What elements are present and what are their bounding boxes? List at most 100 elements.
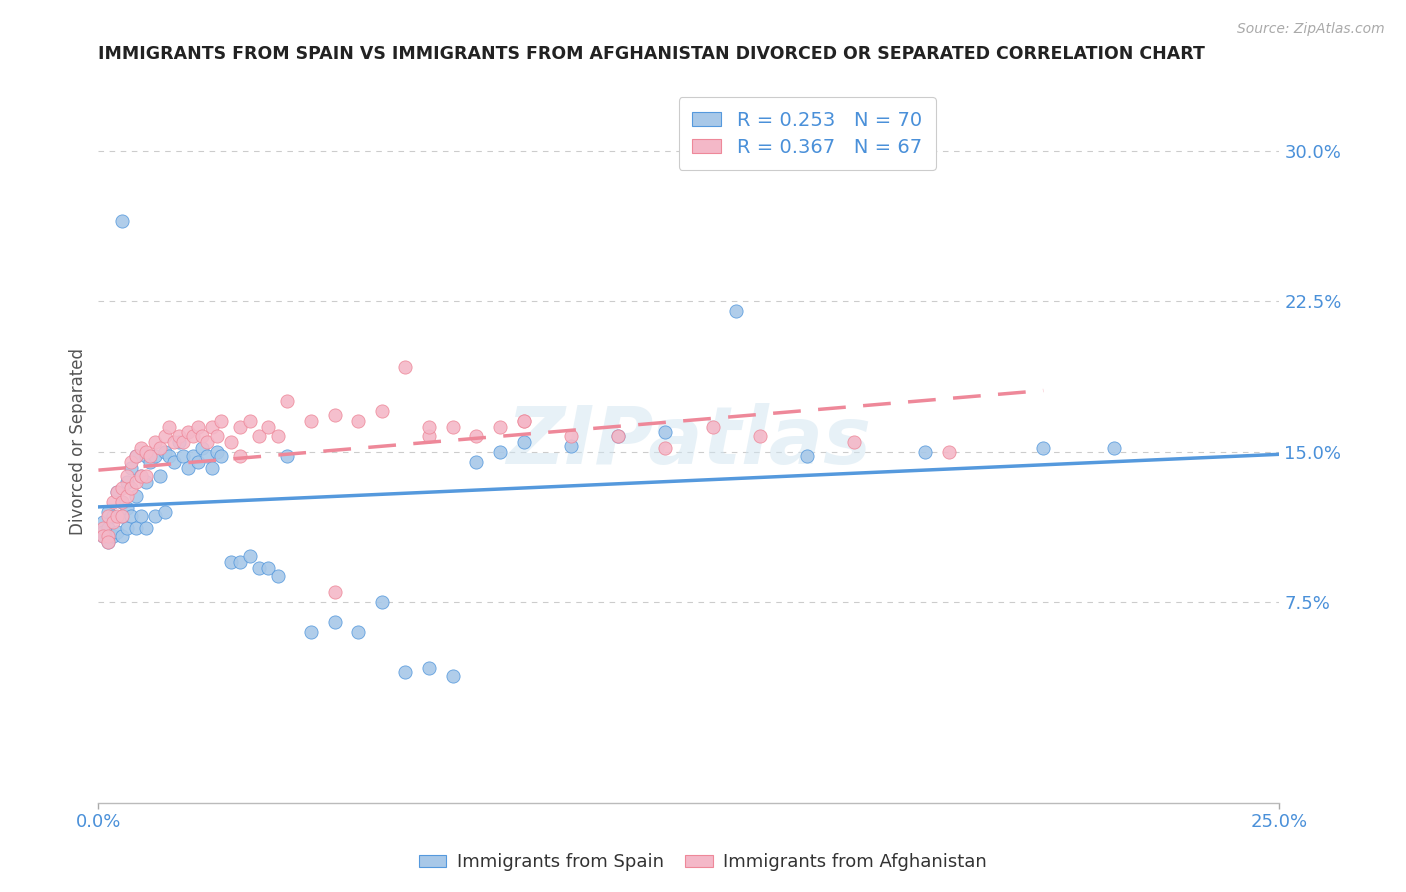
Point <box>91 515 114 529</box>
Point <box>177 460 200 475</box>
Point <box>139 449 162 463</box>
Point <box>129 468 152 483</box>
Point <box>115 500 138 515</box>
Text: ZIPatlas: ZIPatlas <box>506 402 872 481</box>
Point <box>111 529 134 543</box>
Point <box>323 615 346 630</box>
Point <box>143 449 166 463</box>
Point <box>135 468 157 483</box>
Point <box>796 449 818 463</box>
Point <box>157 449 180 463</box>
Point <box>1032 441 1054 455</box>
Point <box>239 414 262 429</box>
Y-axis label: Divorced or Separated: Divorced or Separated <box>69 348 87 535</box>
Point <box>101 515 124 529</box>
Point <box>844 434 866 449</box>
Point <box>125 475 148 489</box>
Point <box>299 625 322 640</box>
Point <box>323 409 346 423</box>
Point <box>125 521 148 535</box>
Point <box>135 521 157 535</box>
Point <box>187 420 209 434</box>
Point <box>512 414 534 429</box>
Point <box>153 428 176 442</box>
Point <box>149 441 172 455</box>
Point <box>247 428 270 442</box>
Point <box>267 569 290 583</box>
Point <box>1102 441 1125 455</box>
Text: IMMIGRANTS FROM SPAIN VS IMMIGRANTS FROM AFGHANISTAN DIVORCED OR SEPARATED CORRE: IMMIGRANTS FROM SPAIN VS IMMIGRANTS FROM… <box>98 45 1205 63</box>
Point <box>172 434 194 449</box>
Point <box>111 494 134 508</box>
Point <box>167 434 190 449</box>
Point <box>347 414 370 429</box>
Point <box>111 508 134 523</box>
Point <box>187 455 209 469</box>
Point <box>135 449 157 463</box>
Point <box>121 455 143 469</box>
Point <box>418 428 440 442</box>
Point <box>607 428 630 442</box>
Point <box>229 555 252 569</box>
Point <box>239 549 262 563</box>
Point <box>512 414 534 429</box>
Point <box>101 494 124 508</box>
Point <box>111 494 134 508</box>
Point <box>105 508 128 523</box>
Point <box>111 213 134 227</box>
Point <box>181 428 204 442</box>
Point <box>149 468 172 483</box>
Point <box>914 444 936 458</box>
Point <box>938 444 960 458</box>
Point <box>172 449 194 463</box>
Point <box>418 420 440 434</box>
Point <box>257 420 280 434</box>
Point <box>97 521 120 535</box>
Point <box>394 665 416 680</box>
Point <box>323 585 346 599</box>
Point <box>135 444 157 458</box>
Point <box>163 434 186 449</box>
Point <box>115 475 138 489</box>
Point <box>97 535 120 549</box>
Point <box>121 460 143 475</box>
Point <box>91 529 114 543</box>
Point <box>371 595 394 609</box>
Point <box>702 420 724 434</box>
Point <box>91 524 114 539</box>
Point <box>441 669 464 683</box>
Point <box>91 529 114 543</box>
Point <box>105 484 128 499</box>
Point <box>209 449 232 463</box>
Point <box>129 468 152 483</box>
Point <box>201 420 224 434</box>
Point <box>143 434 166 449</box>
Point <box>229 420 252 434</box>
Point <box>111 508 134 523</box>
Point <box>101 508 124 523</box>
Point <box>394 360 416 375</box>
Point <box>219 434 242 449</box>
Point <box>105 484 128 499</box>
Point <box>153 444 176 458</box>
Legend: Immigrants from Spain, Immigrants from Afghanistan: Immigrants from Spain, Immigrants from A… <box>412 847 994 879</box>
Point <box>371 404 394 418</box>
Point <box>97 505 120 519</box>
Point <box>209 414 232 429</box>
Point <box>125 449 148 463</box>
Point <box>125 449 148 463</box>
Point <box>115 468 138 483</box>
Point <box>201 460 224 475</box>
Point <box>143 508 166 523</box>
Point <box>607 428 630 442</box>
Point <box>512 434 534 449</box>
Point <box>105 524 128 539</box>
Point <box>97 508 120 523</box>
Point <box>489 444 512 458</box>
Point <box>219 555 242 569</box>
Point <box>725 304 748 318</box>
Point <box>267 428 290 442</box>
Point <box>205 428 228 442</box>
Point <box>135 475 157 489</box>
Point <box>181 449 204 463</box>
